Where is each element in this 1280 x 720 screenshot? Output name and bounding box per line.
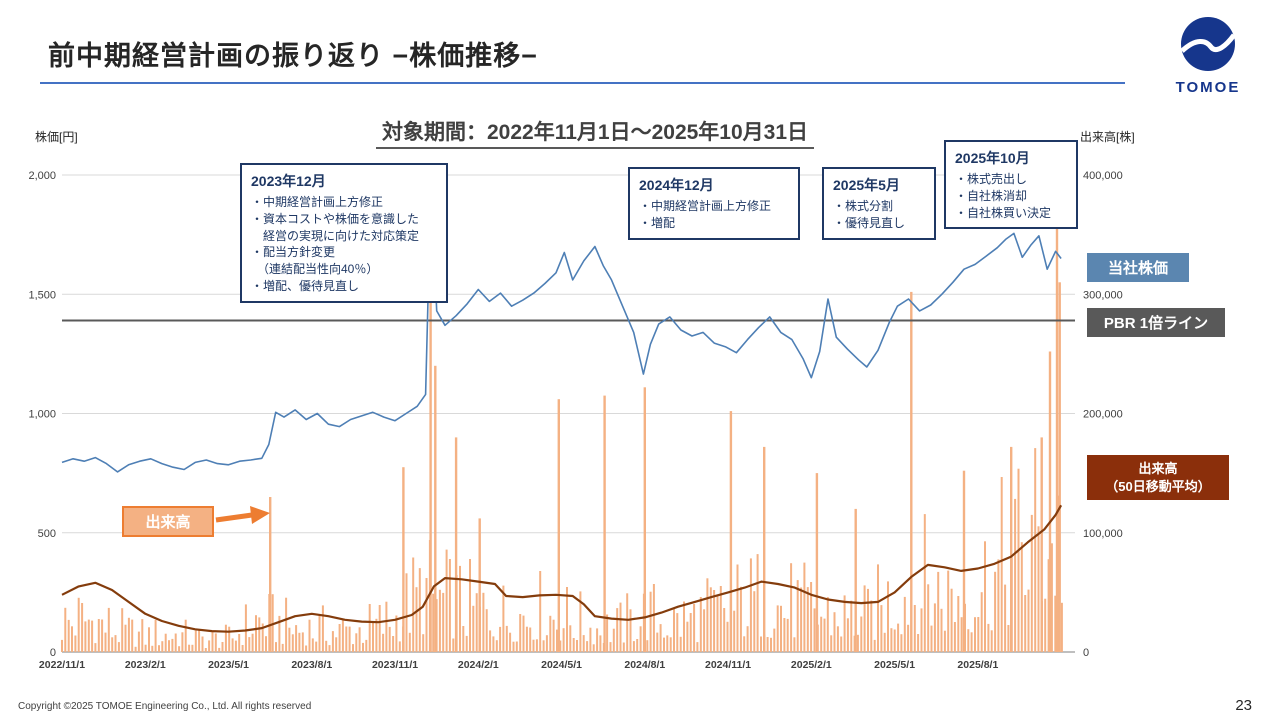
period-heading: 対象期間：2022年11月1日～2025年10月31日	[0, 116, 1190, 149]
y-right-tick: 400,000	[1083, 170, 1123, 182]
x-tick: 2025/8/1	[957, 659, 998, 671]
left-axis-label: 株価[円]	[35, 130, 78, 144]
callout-body: ・株式売出し ・自社株消却 ・自社株買い決定	[955, 172, 1052, 220]
x-tick: 2023/5/1	[208, 659, 249, 671]
x-tick: 2024/5/1	[541, 659, 582, 671]
copyright-footer: Copyright ©2025 TOMOE Engineering Co., L…	[18, 701, 312, 712]
gridlines: 2,000 400,000 1,500 300,000 1,000 200,000 500 1…	[28, 170, 1122, 659]
y-left-tick: 500	[38, 528, 56, 540]
y-right-tick: 300,000	[1083, 289, 1123, 301]
volume-bars	[61, 175, 1063, 652]
legend-volume-50day-ma: 出来高 （50日移動平均）	[1087, 455, 1229, 501]
page-title: 前中期経営計画の振り返り −株価推移−	[48, 41, 539, 71]
x-axis-labels: 2022/11/1 2023/2/1 2023/5/1 2023/8/1 2023/11…	[39, 659, 999, 671]
callout-2025-05: 2025年5月 ・株式分割 ・優待見直し	[822, 167, 936, 240]
y-left-tick: 1,500	[28, 289, 56, 301]
stock-chart: 2,000 400,000 1,500 300,000 1,000 200,000 500 1…	[28, 170, 1122, 671]
x-tick: 2023/11/1	[372, 659, 418, 671]
callout-title: 2024年12月	[639, 177, 714, 193]
volume-ma-line	[61, 504, 1063, 633]
x-tick: 2024/11/1	[705, 659, 751, 671]
y-left-tick: 0	[50, 647, 56, 659]
x-tick: 2023/8/1	[291, 659, 332, 671]
callout-title: 2025年10月	[955, 150, 1030, 166]
y-right-tick: 200,000	[1083, 409, 1123, 421]
callout-title: 2025年5月	[833, 177, 900, 193]
volume-callout-label: 出来高	[122, 506, 214, 537]
right-axis-label: 出来高[株]	[1080, 130, 1135, 144]
title-underline	[40, 82, 1125, 84]
callout-title: 2023年12月	[251, 173, 326, 189]
callout-2025-10: 2025年10月 ・株式売出し ・自社株消却 ・自社株買い決定	[944, 140, 1078, 230]
x-tick: 2025/2/1	[791, 659, 832, 671]
x-tick: 2025/5/1	[874, 659, 915, 671]
price-line	[61, 176, 1062, 473]
legend-company-stock-price: 当社株価	[1087, 253, 1189, 282]
page-number: 23	[1235, 697, 1252, 714]
tomoe-logo-icon	[1180, 17, 1237, 71]
y-right-tick: 0	[1083, 647, 1089, 659]
volume-arrow-icon	[215, 506, 270, 524]
callout-2023-12: 2023年12月 ・中期経営計画上方修正 ・資本コストや株価を意識した 経営の実…	[240, 163, 448, 303]
x-tick: 2024/8/1	[624, 659, 665, 671]
x-tick: 2022/11/1	[39, 659, 85, 671]
callout-body: ・中期経営計画上方修正 ・増配	[639, 199, 772, 230]
legend-pbr-1x-line: PBR 1倍ライン	[1087, 308, 1225, 337]
y-left-tick: 2,000	[28, 170, 56, 182]
y-left-tick: 1,000	[28, 409, 56, 421]
tomoe-logo-text: TOMOE	[1175, 79, 1241, 96]
tomoe-logo: TOMOE	[1170, 16, 1246, 96]
callout-2024-12: 2024年12月 ・中期経営計画上方修正 ・増配	[628, 167, 800, 240]
callout-body: ・中期経営計画上方修正 ・資本コストや株価を意識した 経営の実現に向けた対応策定…	[251, 195, 420, 293]
callout-body: ・株式分割 ・優待見直し	[833, 199, 906, 230]
period-heading-text: 対象期間：2022年11月1日～2025年10月31日	[375, 121, 815, 149]
x-tick: 2024/2/1	[458, 659, 499, 671]
x-tick: 2023/2/1	[125, 659, 166, 671]
y-right-tick: 100,000	[1083, 528, 1123, 540]
